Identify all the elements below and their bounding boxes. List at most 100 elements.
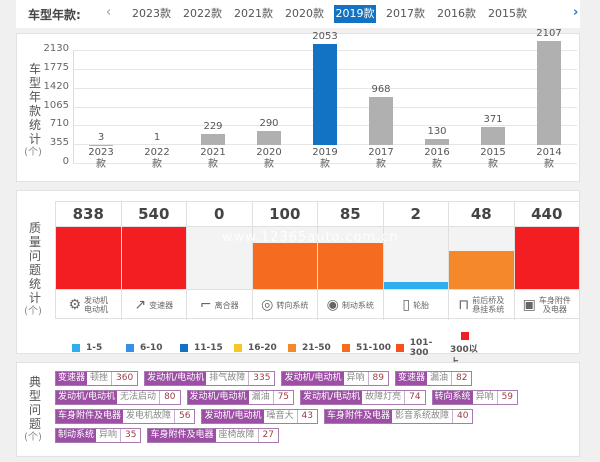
quality-bar-fill (121, 227, 186, 289)
legend-swatch (396, 344, 404, 352)
year-tab-2023款[interactable]: 2023款 (132, 7, 171, 20)
issue-tag[interactable]: 变速器 漏油 82 (394, 371, 473, 386)
x-tick-year: 2017 (368, 147, 394, 158)
quality-count: 2 (383, 202, 448, 227)
vertical-label-char: 质 (28, 221, 41, 235)
brake-disc-icon: ◉ (326, 297, 339, 313)
quality-item-label: ▣ 车身附件 及电器 (514, 289, 579, 320)
legend-label: 101-300 (409, 338, 433, 358)
quality-item-name-line: 悬挂系统 (472, 305, 505, 314)
bar-2017[interactable] (369, 97, 393, 145)
vertical-label-char: 计 (28, 132, 41, 146)
issue-count: 80 (159, 391, 180, 404)
issue-tag[interactable]: 车身附件及电器 发电机故障 56 (55, 409, 196, 424)
quality-bar-track (121, 227, 186, 289)
quality-bar-track (514, 227, 579, 289)
issue-name: 座椅故障 (215, 429, 258, 442)
legend-swatch (461, 332, 469, 340)
x-tick-suffix: 款 (96, 159, 106, 170)
quality-item-name-line: 及电器 (542, 305, 567, 314)
issue-tag[interactable]: 发动机/电动机 异响 89 (281, 371, 389, 386)
quality-item-3[interactable]: 100 ◎ 转向系统 (252, 202, 318, 320)
year-tab-2015款[interactable]: 2015款 (488, 7, 527, 20)
quality-item-4[interactable]: 85 ◉ 制动系统 (318, 202, 384, 320)
prev-arrow-icon[interactable]: ‹ (106, 5, 112, 20)
quality-bar-fill (449, 250, 514, 289)
issue-tag[interactable]: 制动系统 异响 35 (55, 428, 142, 443)
legend-swatch (234, 344, 242, 352)
quality-item-name: 发动机 电动机 (84, 296, 108, 314)
issue-tag[interactable]: 发动机/电动机 无法启动 80 (55, 390, 181, 405)
issue-tag[interactable]: 发动机/电动机 噪音大 43 (201, 409, 318, 424)
issue-tag[interactable]: 转向系统 异响 59 (431, 390, 519, 405)
issue-name: 异响 (96, 429, 121, 442)
legend-swatch (288, 344, 296, 352)
quality-item-1[interactable]: 540 ↗ 变速器 (121, 202, 187, 320)
typical-label: 典型问题 (个) (24, 375, 43, 445)
year-tab-2020款[interactable]: 2020款 (285, 7, 324, 20)
bar-2014[interactable] (537, 41, 561, 145)
vertical-label-char: 统 (28, 118, 41, 132)
gear-shift-icon: ↗ (134, 297, 147, 313)
y-tick-label: 1420 (43, 80, 69, 92)
issue-category: 转向系统 (432, 391, 473, 404)
issue-category: 发动机/电动机 (202, 410, 264, 423)
year-tab-2019款[interactable]: 2019款 (334, 5, 376, 23)
vertical-label-char: 题 (28, 417, 41, 431)
year-tab-2017款[interactable]: 2017款 (386, 7, 425, 20)
quality-item-name: 车身附件 及电器 (539, 296, 571, 314)
quality-item-2[interactable]: 0 ⌐ 离合器 (187, 202, 253, 320)
issue-count: 89 (367, 372, 388, 385)
next-arrow-icon[interactable]: › (573, 5, 579, 20)
bar-2016[interactable] (425, 138, 449, 145)
legend-label: 6-10 (140, 343, 163, 353)
issue-count: 40 (452, 410, 473, 423)
bar-2021[interactable] (201, 133, 225, 145)
quality-item-label: ▯ 轮胎 (383, 289, 448, 320)
issue-name: 排气故障 (206, 372, 249, 385)
bar-2020[interactable] (257, 130, 281, 145)
quality-issues-panel: 质量问题统计 (个) 838 ⚙ 发动机 电动机 540 ↗ 变速器 0 ⌐ 离合器 100 ◎ 转向系… (16, 190, 580, 368)
issue-category: 发动机/电动机 (301, 391, 363, 404)
x-tick-year: 2021 (200, 147, 226, 158)
issue-tag[interactable]: 变速器 顿挫 360 (55, 371, 139, 386)
issue-tag[interactable]: 发动机/电动机 故障灯亮 74 (300, 390, 426, 405)
quality-label: 质量问题统计 (个) (24, 221, 43, 319)
x-tick-label: 2015 款 (468, 147, 518, 171)
issue-name: 无法启动 (117, 391, 160, 404)
vertical-label-char: 问 (28, 249, 41, 263)
bar-value-label: 130 (427, 125, 447, 137)
bar-2015[interactable] (481, 126, 505, 145)
issue-name: 异响 (472, 391, 497, 404)
x-tick-year: 2023 (88, 147, 114, 158)
quality-item-5[interactable]: 2 ▯ 轮胎 (383, 202, 449, 320)
x-tick-suffix: 款 (152, 159, 162, 170)
issue-tag[interactable]: 车身附件及电器 影音系统故障 40 (324, 409, 474, 424)
issue-tag[interactable]: 发动机/电动机 排气故障 335 (144, 371, 276, 386)
issue-category: 发动机/电动机 (187, 391, 249, 404)
quality-item-label: ◎ 转向系统 (252, 289, 317, 320)
vertical-label-char: 款 (28, 104, 41, 118)
quality-item-0[interactable]: 838 ⚙ 发动机 电动机 (56, 202, 122, 320)
year-tab-2022款[interactable]: 2022款 (183, 7, 222, 20)
issue-category: 制动系统 (56, 429, 97, 442)
steering-wheel-icon: ◎ (261, 297, 274, 313)
x-tick-label: 2023 款 (76, 147, 126, 171)
issue-tag[interactable]: 车身附件及电器 座椅故障 27 (147, 428, 279, 443)
quality-count: 85 (318, 202, 383, 227)
quality-item-name: 离合器 (215, 301, 239, 310)
year-tab-2021款[interactable]: 2021款 (234, 7, 273, 20)
year-tab-2016款[interactable]: 2016款 (437, 7, 476, 20)
quality-bar-track (383, 227, 448, 289)
quality-bar-track (56, 227, 121, 289)
legend-label: 16-20 (248, 343, 277, 353)
x-tick-label: 2021 款 (188, 147, 238, 171)
watermark: www.12365auto.com.cn (222, 230, 399, 245)
issue-tag[interactable]: 发动机/电动机 漏油 75 (186, 390, 295, 405)
bar-2019[interactable] (313, 43, 337, 145)
issue-name: 顿挫 (87, 372, 112, 385)
quality-item-6[interactable]: 48 ⊓ 前后桥及 悬挂系统 (449, 202, 515, 320)
quality-item-7[interactable]: 440 ▣ 车身附件 及电器 (514, 202, 580, 320)
issue-count: 56 (174, 410, 195, 423)
